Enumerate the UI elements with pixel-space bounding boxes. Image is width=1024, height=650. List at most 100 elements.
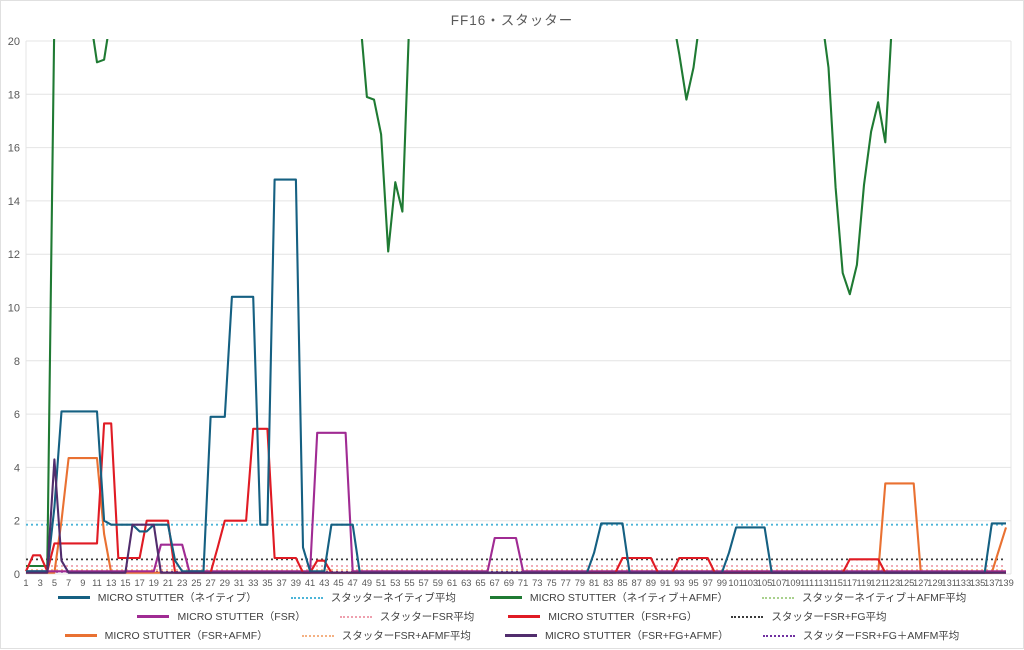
x-axis-tick-label: 29 [220,578,230,588]
x-axis-tick-label: 111 [800,578,814,588]
y-axis-tick-label: 2 [14,516,20,528]
legend-line-swatch-icon [57,596,90,599]
x-axis-tick-label: 99 [717,578,727,588]
x-axis-tick-label: 17 [134,578,144,588]
x-axis-tick-label: 95 [688,578,698,588]
legend-label: スタッターFSR+AFMF平均 [341,630,471,642]
legend-label: MICRO STUTTER（FSR+FG） [548,611,698,623]
legend-row: MICRO STUTTER（ネイティブ） スタッターネイティブ平均 MICRO ST… [1,590,1023,605]
x-axis-tick-label: 57 [419,578,429,588]
y-axis-tick-label: 0 [14,569,20,581]
y-axis-tick-label: 6 [14,409,20,421]
legend-line-swatch-icon [508,615,541,618]
legend-label: MICRO STUTTER（FSR+FG+AFMF） [544,630,729,642]
x-axis-tick-label: 67 [490,578,500,588]
x-axis-tick-label: 9 [80,578,85,588]
y-axis-tick-label: 8 [14,356,20,368]
x-axis-tick-label: 103 [743,578,759,588]
x-axis-tick-label: 23 [177,578,187,588]
x-axis-tick-label: 131 [941,578,957,588]
x-axis-tick-label: 117 [842,578,857,588]
x-axis-tick-label: 51 [376,578,386,588]
legend-item: MICRO STUTTER（FSR+AFMF） [64,628,268,643]
x-axis-tick-label: 77 [561,578,571,588]
x-axis-tick-label: 39 [291,578,301,588]
x-axis-tick-label: 1 [23,578,28,588]
x-axis-tick-label: 107 [771,578,787,588]
x-axis-tick-label: 123 [885,578,901,588]
x-axis-tick-label: 125 [899,578,915,588]
legend-label: MICRO STUTTER（ネイティブ＋AFMF） [529,592,728,604]
x-axis-tick-label: 97 [703,578,713,588]
x-axis-tick-label: 5 [52,578,57,588]
legend-dotted-swatch-icon [731,615,764,618]
x-axis-tick-label: 41 [305,578,315,588]
legend-item: スタッターネイティブ平均 [290,590,456,605]
x-axis-tick-label: 133 [956,578,972,588]
legend-dotted-swatch-icon [301,634,334,637]
x-axis-tick-label: 53 [390,578,400,588]
x-axis-tick-label: 73 [532,578,542,588]
legend-label: MICRO STUTTER（FSR） [177,611,306,623]
legend-dotted-swatch-icon [762,634,795,637]
x-axis-tick-label: 25 [191,578,201,588]
y-axis-tick-label: 10 [8,303,20,315]
legend-item: スタッターFSR+AFMF平均 [301,628,471,643]
legend-dotted-swatch-icon [762,596,794,599]
x-axis-tick-label: 13 [106,578,116,588]
legend-row: MICRO STUTTER（FSR+AFMF） スタッターFSR+AFMF平均 MI… [1,628,1023,643]
legend-line-swatch-icon [489,596,522,599]
x-axis-tick-label: 93 [674,578,684,588]
x-axis-tick-label: 83 [603,578,613,588]
x-axis-tick-label: 121 [870,578,886,588]
x-axis-tick-label: 19 [149,578,159,588]
x-axis-tick-label: 113 [814,578,829,588]
legend-dotted-swatch-icon [339,615,372,618]
legend-label: スタッターFSR+FG＋AMFM平均 [802,630,960,642]
x-axis-tick-label: 71 [518,578,528,588]
x-axis-tick-label: 7 [66,578,71,588]
legend-label: スタッターFSR+FG平均 [771,611,887,623]
series-line-fsr_fg_afmf [26,458,1006,574]
x-axis-tick-label: 81 [589,578,599,588]
x-axis-tick-label: 109 [785,578,801,588]
x-axis-tick-label: 85 [617,578,627,588]
x-axis-tick-label: 45 [333,578,343,588]
series-line-native_afmf [26,39,893,568]
y-axis-tick-label: 14 [8,196,20,208]
x-axis-tick-label: 61 [447,578,457,588]
legend-label: MICRO STUTTER（ネイティブ） [97,592,257,604]
y-axis-tick-label: 20 [8,36,20,48]
x-axis-tick-label: 135 [970,578,986,588]
legend-item: スタッターFSR平均 [339,609,475,624]
x-axis-tick-label: 89 [646,578,656,588]
chart-title: FF16・スタッター [450,13,574,28]
legend-line-swatch-icon [64,634,97,637]
x-axis-tick-label: 129 [927,578,943,588]
legend-label: スタッターFSR平均 [379,611,475,623]
legend-label: スタッターネイティブ平均 [330,592,456,604]
legend-item: MICRO STUTTER（FSR） [137,609,306,624]
x-axis-tick-label: 21 [163,578,173,588]
x-axis-tick-label: 11 [92,578,102,588]
x-axis-tick-label: 59 [433,578,443,588]
x-axis-tick-label: 3 [38,578,43,588]
legend-item: スタッターFSR+FG＋AMFM平均 [762,628,960,643]
x-axis-tick-label: 27 [205,578,215,588]
y-axis-tick-label: 16 [8,143,20,155]
legend-item: MICRO STUTTER（FSR+FG） [508,609,697,624]
x-axis-tick-label: 47 [347,578,357,588]
x-axis-tick-label: 55 [404,578,414,588]
x-axis-tick-label: 63 [461,578,471,588]
x-axis-tick-label: 49 [362,578,372,588]
y-axis-tick-label: 12 [8,249,20,261]
x-axis-tick-label: 43 [319,578,329,588]
x-axis-tick-label: 101 [728,578,744,588]
x-axis-tick-label: 75 [546,578,556,588]
legend-item: スタッターFSR+FG平均 [731,609,887,624]
legend-row: MICRO STUTTER（FSR） スタッターFSR平均 MICRO STUTTE… [1,609,1023,624]
y-axis-tick-label: 4 [14,462,20,474]
x-axis-tick-label: 33 [248,578,258,588]
